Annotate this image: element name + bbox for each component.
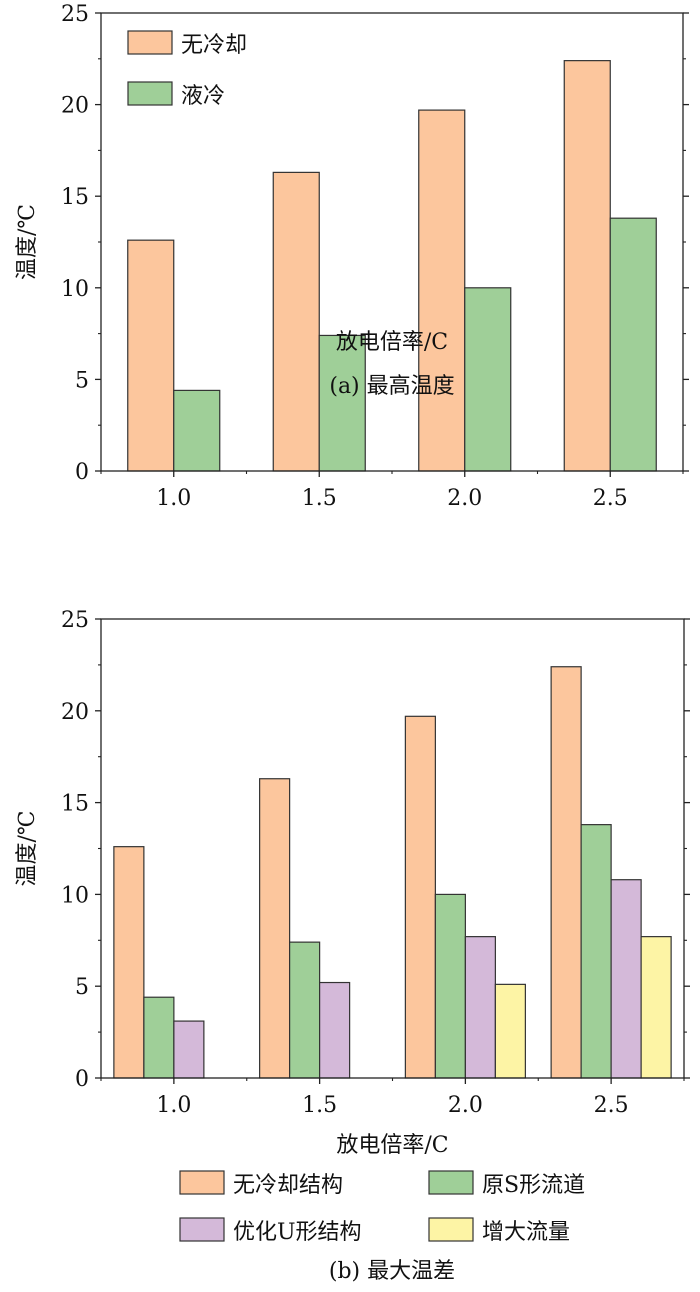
bar	[289, 941, 321, 1079]
y-tick-label: 20	[61, 94, 89, 119]
legend-swatch	[127, 81, 173, 106]
x-tick-label: 1.5	[302, 1093, 337, 1118]
x-tick-label: 2.5	[593, 486, 628, 511]
y-tick-label: 10	[61, 277, 89, 302]
bar	[640, 936, 672, 1079]
bar	[113, 846, 145, 1079]
y-tick-label: 15	[61, 792, 89, 817]
bar	[580, 824, 612, 1079]
y-tick-label: 5	[75, 975, 89, 1000]
legend-swatch	[127, 30, 173, 55]
x-tick-label: 1.0	[156, 486, 191, 511]
legend-swatch	[179, 1217, 225, 1242]
bar	[609, 217, 657, 472]
bar	[464, 936, 496, 1079]
bar	[494, 983, 526, 1079]
chart-caption: (b) 最大温差	[329, 1259, 455, 1284]
bar	[173, 1020, 205, 1079]
x-tick-label: 2.0	[447, 486, 482, 511]
legend-swatch	[428, 1217, 474, 1242]
legend-label: 优化U形结构	[233, 1220, 362, 1245]
bar	[127, 239, 175, 472]
chart-max-temperature-difference: 0 5 10 15 20 25 1.0 1.5 2.0 2.5 放电倍率/C 温度/℃ 无冷却结构 原S形…	[15, 608, 690, 1284]
bar	[550, 666, 582, 1079]
bar	[318, 334, 366, 472]
y-tick-label: 25	[61, 2, 89, 27]
bar	[563, 60, 611, 472]
y-tick-label: 15	[61, 185, 89, 210]
legend-label: 增大流量	[482, 1220, 570, 1245]
x-axis-title: 放电倍率/C	[336, 330, 448, 355]
bar	[464, 287, 512, 472]
chart-caption: (a) 最高温度	[329, 374, 454, 399]
bar	[610, 879, 642, 1079]
y-tick-label: 5	[75, 368, 89, 393]
bar	[272, 171, 320, 472]
bar	[143, 996, 175, 1079]
y-tick-label: 25	[61, 608, 89, 633]
legend-swatch	[179, 1170, 225, 1195]
y-tick-label: 20	[61, 700, 89, 725]
y-axis-title: 温度/℃	[15, 204, 40, 280]
bar	[434, 893, 466, 1079]
x-axis-title: 放电倍率/C	[336, 1133, 448, 1158]
bar	[319, 981, 351, 1079]
y-tick-label: 0	[75, 1067, 89, 1092]
x-tick-label: 2.0	[448, 1093, 483, 1118]
y-tick-label: 0	[75, 460, 89, 485]
y-axis-title: 温度/℃	[15, 810, 40, 886]
legend-label: 无冷却	[181, 33, 247, 58]
legend-swatch	[428, 1170, 474, 1195]
bar	[404, 715, 436, 1079]
legend-label: 液冷	[181, 84, 225, 109]
y-tick-label: 10	[61, 883, 89, 908]
x-tick-label: 2.5	[594, 1093, 629, 1118]
x-tick-label: 1.5	[302, 486, 337, 511]
x-tick-label: 1.0	[156, 1093, 191, 1118]
bar	[173, 389, 221, 472]
bar	[418, 109, 466, 472]
legend-label: 原S形流道	[482, 1173, 585, 1198]
bar	[259, 778, 291, 1079]
legend-label: 无冷却结构	[233, 1173, 343, 1198]
